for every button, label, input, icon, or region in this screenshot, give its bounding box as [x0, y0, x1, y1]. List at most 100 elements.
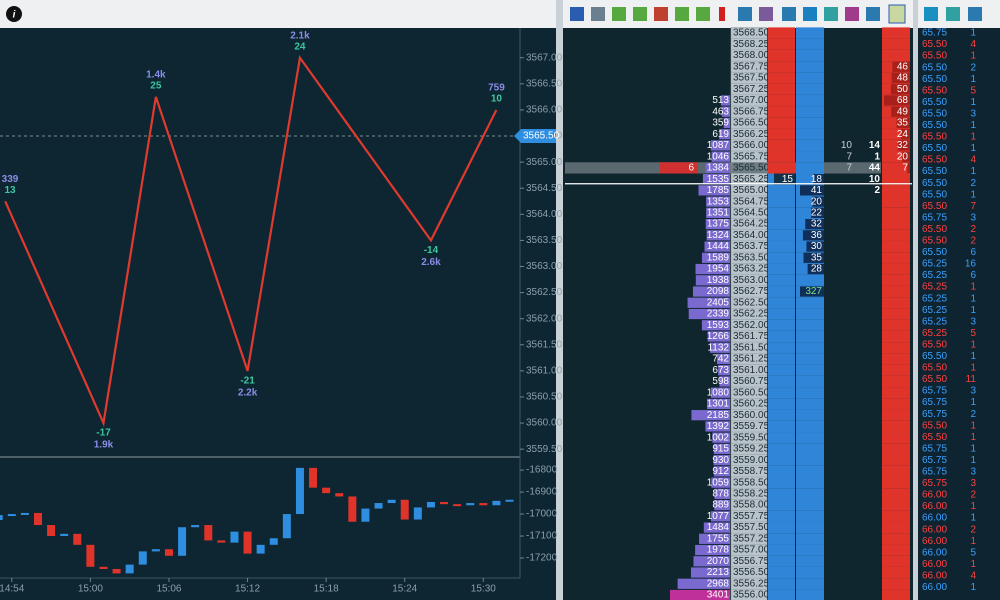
trade-size: 1: [970, 51, 976, 62]
volume-bar: [720, 95, 730, 106]
trade-price: 65.25: [922, 293, 947, 304]
volume-bar: [714, 488, 730, 499]
cell-b: 10: [869, 174, 881, 185]
ask-column: [768, 263, 795, 275]
bid-bar: [800, 185, 824, 196]
tool-button[interactable]: [866, 7, 880, 21]
price: 3558.75: [733, 466, 770, 477]
delta-candle: [217, 540, 226, 543]
volume: 1087: [707, 140, 730, 151]
bid-left: 15: [782, 174, 794, 185]
delta-tick-label: -17200: [526, 553, 558, 564]
tool-button[interactable]: [591, 7, 605, 21]
ask-column: [768, 387, 795, 399]
ask-column: [768, 196, 795, 208]
ask-column: [768, 117, 795, 129]
tool-button[interactable]: [845, 7, 859, 21]
ask-column: [768, 578, 795, 590]
tool-button[interactable]: [803, 7, 817, 21]
trade-size: 16: [965, 259, 977, 270]
ask-column: [768, 342, 795, 354]
tool-button[interactable]: [759, 7, 773, 21]
delta-candle: [492, 500, 501, 506]
tool-button[interactable]: [824, 7, 838, 21]
volume-bar: [693, 556, 730, 567]
volume: 1351: [707, 208, 730, 219]
trade-size: 4: [970, 39, 976, 50]
trade-price: 66.00: [922, 570, 947, 581]
trade-size: 1: [970, 74, 976, 85]
volume-bar: [695, 544, 730, 556]
delta-candle: [374, 503, 383, 509]
ask-size-column: [882, 285, 910, 298]
volume: 1080: [707, 387, 730, 398]
tool-button[interactable]: [738, 7, 752, 21]
volume: 2405: [707, 297, 730, 308]
price: 3563.50: [733, 252, 770, 263]
volume: 2213: [707, 567, 730, 578]
tool-button[interactable]: [570, 7, 584, 21]
ask-column: [768, 353, 795, 365]
tool-button[interactable]: [888, 4, 906, 24]
volume-bar: [701, 252, 730, 263]
y-tick-label: 3563.50: [526, 235, 563, 246]
y-tick-label: 3561.50: [526, 339, 563, 350]
bid-column: [796, 196, 824, 208]
trade-price: 65.50: [922, 120, 947, 131]
ask-size-column: [882, 387, 910, 399]
tool-button[interactable]: [946, 7, 960, 21]
tool-button[interactable]: [968, 7, 982, 21]
trade-price: 65.50: [922, 85, 947, 96]
tool-button[interactable]: [696, 7, 710, 21]
trade-price: 65.50: [922, 62, 947, 73]
ask-column: [768, 162, 795, 174]
info-button[interactable]: [6, 6, 22, 22]
volume: 1444: [707, 241, 730, 252]
tool-button[interactable]: [612, 7, 626, 21]
last-price-marker: [514, 129, 556, 144]
trade-size: 4: [970, 570, 976, 581]
tool-button[interactable]: [924, 7, 938, 21]
price: 3561.75: [733, 331, 770, 342]
tool-button[interactable]: [633, 7, 647, 21]
volume-bar: [713, 443, 730, 455]
bid-column: [796, 533, 824, 545]
bid-size: 22: [811, 208, 823, 219]
cell-b: 14: [869, 140, 881, 151]
trade-price: 65.50: [922, 189, 947, 200]
volume-bar: [710, 387, 730, 398]
tool-button[interactable]: [782, 7, 796, 21]
volume: 889: [712, 500, 729, 511]
ask-bar: [884, 95, 910, 106]
ask-bar: [891, 106, 910, 117]
ask-size-column: [882, 342, 910, 354]
zigzag-delta: 25: [150, 81, 162, 92]
trade-price: 65.50: [922, 97, 947, 108]
chart-area: [0, 28, 556, 600]
volume-bar: [706, 196, 730, 207]
price: 3565.00: [733, 185, 770, 196]
delta-candle: [191, 525, 200, 528]
ask-size-column: [882, 27, 910, 39]
price: 3567.25: [733, 84, 770, 95]
delta-candle: [178, 527, 187, 556]
ask-size-column: [882, 38, 910, 50]
ask-column: [768, 27, 795, 39]
ask-size-column: [882, 443, 910, 455]
tape-area: [918, 28, 1000, 600]
tool-button[interactable]: [675, 7, 689, 21]
delta-candle: [0, 515, 3, 520]
price: 3562.50: [733, 297, 770, 308]
volume-bar: [690, 567, 730, 578]
volume: 1755: [707, 533, 730, 544]
volume: 1375: [707, 219, 730, 230]
tool-button[interactable]: [654, 7, 668, 21]
bid-bar: [800, 286, 824, 297]
price: 3566.50: [733, 118, 770, 129]
delta-candle: [138, 551, 147, 565]
delta-candle: [164, 549, 173, 556]
bid-column: [796, 432, 824, 444]
ask-size: 48: [897, 73, 909, 84]
tool-button[interactable]: [719, 7, 725, 21]
trade-size: 11: [966, 374, 977, 385]
